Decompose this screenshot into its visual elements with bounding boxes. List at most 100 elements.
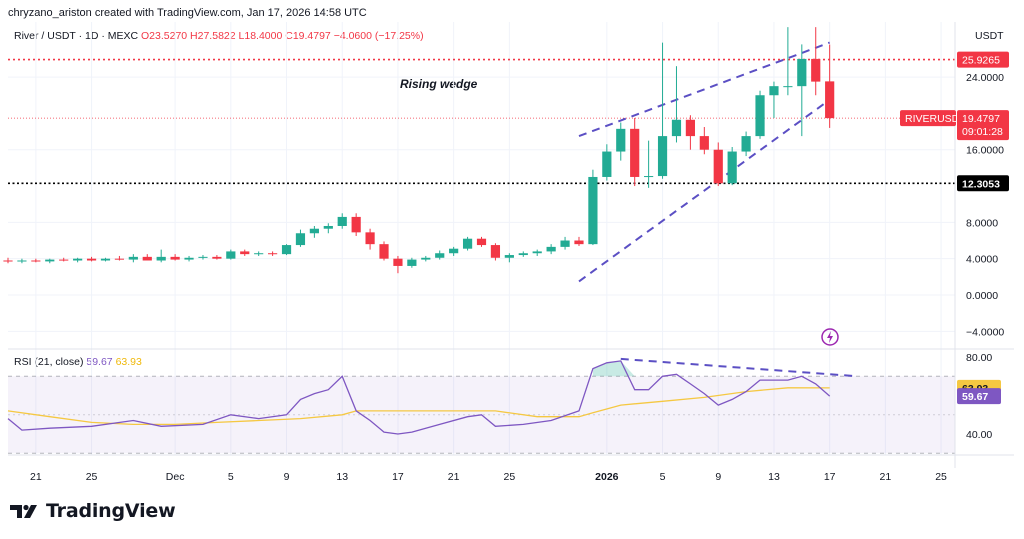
time-tick-label: 25 [504, 471, 516, 483]
candle [532, 249, 542, 256]
candle [421, 255, 431, 262]
candle [602, 144, 612, 181]
chart-header: chryzano_ariston created with TradingVie… [8, 7, 367, 19]
rsi-value-label-bg [957, 388, 1001, 405]
time-tick-label: 9 [284, 471, 290, 483]
candle-body [31, 260, 41, 262]
axis-lines [8, 22, 1014, 468]
rsi-title[interactable]: RSI (21, close) [14, 356, 84, 368]
candle [435, 250, 445, 260]
candle-body [337, 216, 347, 226]
candle-body [393, 258, 403, 266]
candle-body [268, 253, 278, 255]
candle-body [100, 258, 111, 261]
candle-body [281, 245, 292, 255]
candle [685, 115, 695, 150]
wedge-trendlines[interactable] [578, 41, 831, 283]
price-axis[interactable]: 24.0000 16.0000 8.0000 4.0000 0.0000 −4.0000 [966, 72, 1004, 338]
candle-body [114, 258, 125, 260]
candle-body [783, 86, 793, 88]
candle-body [86, 258, 97, 261]
candle-body [59, 259, 69, 261]
rsi-value: 59.67 [86, 356, 113, 368]
candle [198, 255, 208, 260]
candle-body [490, 245, 501, 258]
candle-body [226, 251, 236, 259]
tradingview-logo[interactable]: TradingView [10, 500, 176, 522]
time-tick-label: 13 [768, 471, 780, 483]
flash-icon[interactable] [820, 327, 840, 347]
time-tick-label: 9 [715, 471, 721, 483]
candle-body [755, 95, 765, 137]
candle-body [560, 240, 570, 247]
candle-body [295, 233, 306, 246]
candle [449, 246, 459, 256]
candle [560, 236, 570, 250]
candle [156, 249, 166, 263]
candle-body [73, 258, 83, 261]
time-tick-label: 25 [86, 471, 98, 483]
candle [309, 225, 319, 238]
high-price-label-bg [957, 51, 1009, 68]
candle [588, 169, 598, 246]
candle [727, 146, 737, 186]
price-tick-label: 24.0000 [966, 72, 1004, 84]
candle [741, 131, 751, 157]
candle [574, 236, 584, 246]
rsi-tick-label: 40.00 [966, 429, 992, 441]
rising-wedge-annotation[interactable]: Rising wedge [400, 77, 478, 91]
legend-symbol[interactable]: River / USDT · 1D · MEXC [14, 30, 139, 42]
time-tick-label: 21 [448, 471, 460, 483]
candle [17, 258, 27, 264]
candle-body [504, 255, 514, 258]
candle-body [727, 151, 737, 184]
candle [240, 249, 250, 256]
time-axis[interactable]: 21 25 Dec 5 9 13 17 21 25 2026 5 9 13 17 21 25 [30, 471, 947, 483]
time-tick-label: 13 [336, 471, 348, 483]
grid [8, 22, 955, 455]
candle-body [156, 256, 166, 261]
wedge-upper-trendline[interactable] [578, 41, 831, 138]
candle-body [254, 253, 264, 255]
candle [114, 255, 125, 261]
candle-body [449, 248, 459, 254]
time-tick-major: 2026 [595, 471, 619, 483]
tradingview-logo-icon [10, 504, 37, 518]
candle-body [797, 58, 807, 87]
last-price-text: 19.4797 [962, 113, 1000, 125]
legend-low: L18.4000 [238, 30, 283, 42]
candles [3, 27, 835, 274]
candle-body [309, 228, 319, 234]
rsi-tick-label: 80.00 [966, 352, 992, 364]
time-tick-label: 17 [824, 471, 836, 483]
candle-body [546, 246, 556, 252]
candle [142, 254, 152, 261]
rsi-line [7, 360, 831, 435]
candle [393, 255, 403, 274]
candle-body [685, 119, 695, 137]
time-tick-label: 5 [228, 471, 234, 483]
symbol-tag: RIVERUSDT [900, 110, 966, 127]
candle-body [518, 253, 528, 256]
candle-body [212, 256, 222, 259]
candle [811, 27, 821, 96]
candle [295, 229, 306, 247]
candle [504, 253, 514, 263]
candle [699, 127, 709, 155]
candle [73, 257, 83, 263]
candle-body [713, 149, 723, 184]
price-tick-label: 4.0000 [966, 254, 998, 266]
rsi-axis[interactable]: 80.00 40.00 [966, 352, 992, 441]
candle-body [630, 128, 640, 177]
candle [45, 258, 55, 264]
time-tick-label: 5 [660, 471, 666, 483]
candle-body [17, 260, 27, 262]
wedge-lower-trendline[interactable] [578, 98, 831, 283]
candle-body [532, 251, 542, 254]
rsi-divergence-trendline[interactable] [620, 357, 858, 378]
brand-name: TradingView [46, 500, 176, 522]
price-unit: USDT [975, 30, 1004, 42]
candle-body [602, 151, 612, 177]
